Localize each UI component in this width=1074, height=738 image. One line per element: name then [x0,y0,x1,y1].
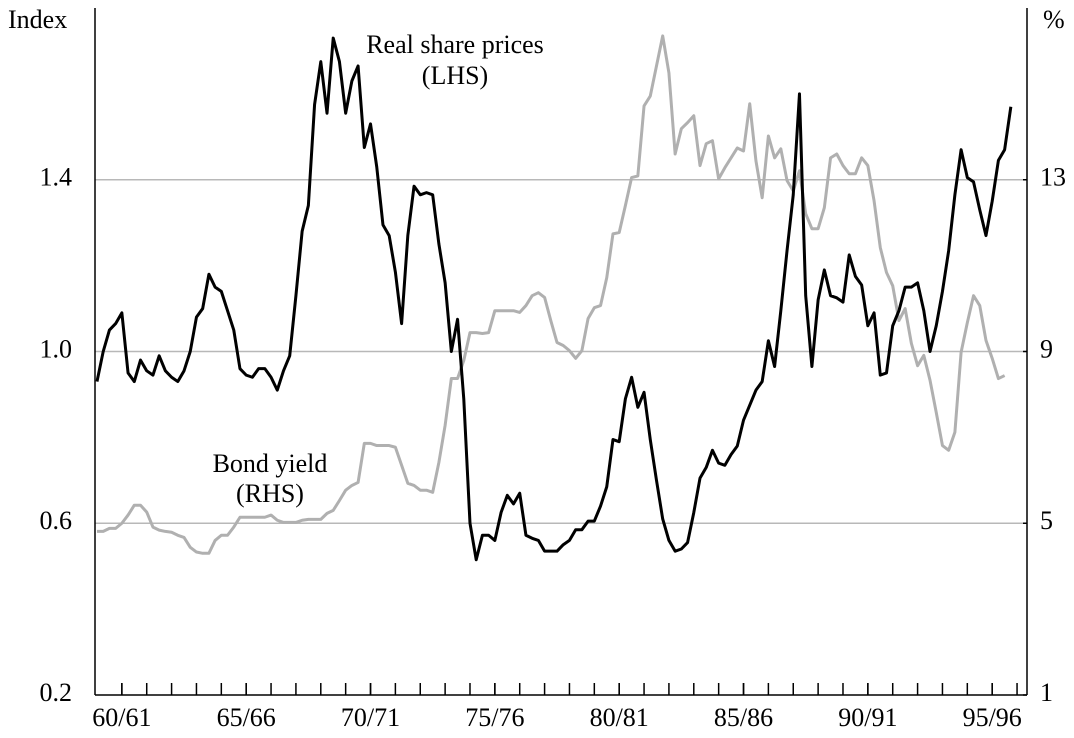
y-axis-label: Index [8,5,67,34]
y-tick-label: 1.4 [40,163,73,192]
annotation: Bond yield [213,449,328,478]
y-tick-label: 1.0 [40,334,73,363]
x-tick-label: 95/96 [963,703,1022,732]
y2-tick-label: 5 [1040,506,1053,535]
y-tick-label: 0.2 [40,678,73,707]
x-tick-label: 85/86 [714,703,773,732]
y-tick-label: 0.6 [40,506,73,535]
annotation: (LHS) [422,61,488,90]
x-tick-label: 90/91 [838,703,897,732]
y2-tick-label: 1 [1040,678,1053,707]
y2-tick-label: 13 [1040,163,1066,192]
x-tick-label: 65/66 [217,703,276,732]
series-line [96,34,1006,555]
x-tick-label: 75/76 [465,703,524,732]
x-tick-label: 70/71 [341,703,400,732]
series-line [95,36,1013,562]
x-tick-label: 60/61 [92,703,151,732]
x-tick-label: 80/81 [590,703,649,732]
annotation: (RHS) [236,479,304,508]
y2-axis-label: % [1043,5,1065,34]
y2-tick-label: 9 [1040,334,1053,363]
annotation: Real share prices [366,30,544,59]
